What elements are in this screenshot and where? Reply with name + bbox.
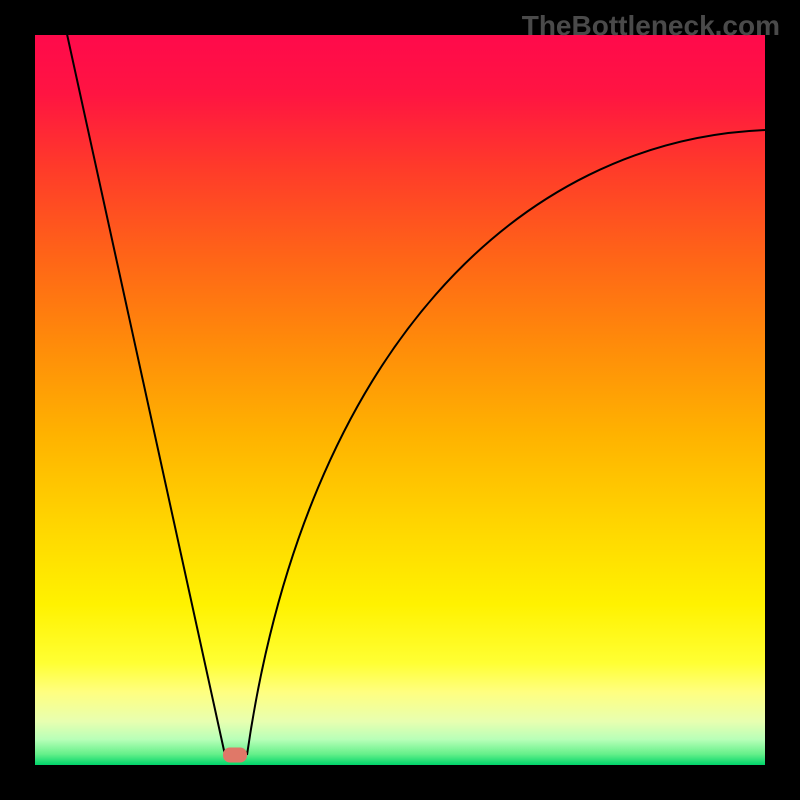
watermark-text: TheBottleneck.com [522,10,780,42]
optimal-point-marker [223,748,247,763]
plot-area [35,35,765,765]
bottleneck-chart [0,0,800,800]
chart-container: TheBottleneck.com [0,0,800,800]
